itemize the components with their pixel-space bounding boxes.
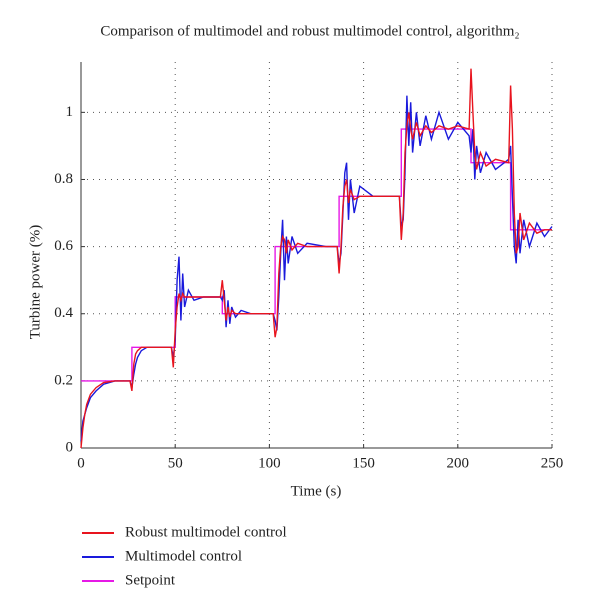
x-tick-label: 0 [77,455,85,471]
y-tick-label: 0.8 [54,171,73,187]
series-line [80,68,552,449]
x-tick-label: 250 [541,455,564,471]
legend-label: Setpoint [125,572,176,588]
y-tick-label: 0 [66,439,74,455]
chart-title: Comparison of multimodel and robust mult… [100,23,519,39]
legend-label: Multimodel control [125,548,242,564]
y-tick-label: 0.2 [54,372,73,388]
x-axis-label: Time (s) [291,483,342,499]
y-axis-label: Turbine power (%) [27,225,43,339]
x-tick-label: 50 [168,455,183,471]
series-line [80,95,553,442]
x-tick-label: 150 [352,455,375,471]
y-tick-label: 0.6 [54,238,73,254]
legend-label: Robust multimodel control [125,524,287,540]
x-tick-label: 200 [447,455,470,471]
y-tick-label: 1 [66,104,74,120]
y-tick-label: 0.4 [54,305,73,321]
x-tick-label: 100 [258,455,281,471]
